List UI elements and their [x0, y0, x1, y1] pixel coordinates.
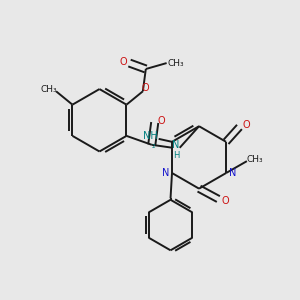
Text: CH₃: CH₃: [247, 155, 263, 164]
Text: O: O: [119, 57, 127, 67]
Text: NH: NH: [143, 131, 158, 142]
Text: N: N: [162, 168, 169, 178]
Text: O: O: [221, 196, 229, 206]
Text: N: N: [229, 168, 236, 178]
Text: O: O: [141, 83, 149, 93]
Text: N: N: [172, 140, 180, 150]
Text: CH₃: CH₃: [40, 85, 57, 94]
Text: O: O: [242, 121, 250, 130]
Text: CH₃: CH₃: [168, 58, 184, 68]
Text: H: H: [173, 151, 179, 160]
Text: ₂: ₂: [152, 141, 155, 150]
Text: O: O: [158, 116, 165, 126]
